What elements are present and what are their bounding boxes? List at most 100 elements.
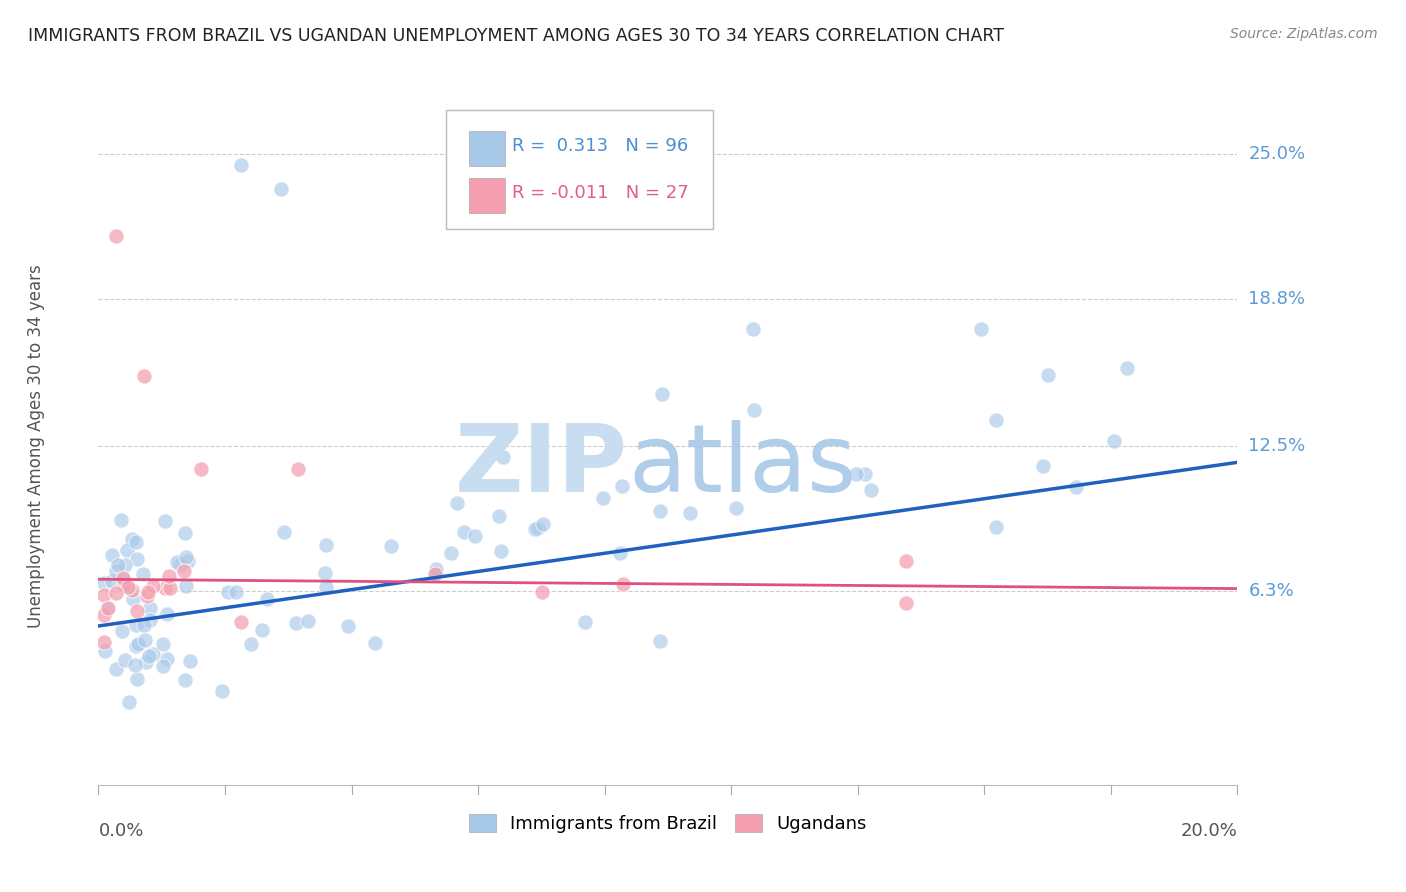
Point	[742, 402, 765, 417]
Point	[176, 579, 198, 593]
Point	[125, 618, 148, 632]
Point	[612, 577, 634, 591]
Text: ZIP: ZIP	[456, 420, 628, 512]
Point	[287, 462, 309, 476]
Point	[176, 554, 198, 568]
Point	[853, 467, 876, 481]
Text: 0.0%: 0.0%	[98, 822, 143, 840]
Point	[724, 501, 747, 516]
Text: Source: ZipAtlas.com: Source: ZipAtlas.com	[1230, 27, 1378, 41]
Point	[1038, 368, 1060, 382]
Point	[122, 592, 145, 607]
Point	[250, 624, 273, 638]
Point	[114, 652, 136, 666]
Point	[152, 659, 174, 673]
Point	[105, 586, 128, 600]
Point	[173, 564, 195, 578]
Point	[125, 639, 148, 653]
Point	[1102, 434, 1125, 448]
Point	[315, 538, 337, 552]
Point	[284, 616, 307, 631]
Point	[526, 521, 548, 535]
Point	[270, 182, 292, 196]
Legend: Immigrants from Brazil, Ugandans: Immigrants from Brazil, Ugandans	[461, 807, 875, 840]
Text: IMMIGRANTS FROM BRAZIL VS UGANDAN UNEMPLOYMENT AMONG AGES 30 TO 34 YEARS CORRELA: IMMIGRANTS FROM BRAZIL VS UGANDAN UNEMPL…	[28, 27, 1004, 45]
Point	[970, 322, 993, 336]
Point	[118, 695, 141, 709]
Point	[169, 558, 191, 573]
Point	[564, 472, 586, 486]
Point	[314, 566, 336, 581]
Point	[425, 567, 447, 582]
Text: 12.5%: 12.5%	[1249, 437, 1306, 455]
Point	[860, 483, 883, 497]
Point	[100, 574, 122, 588]
FancyBboxPatch shape	[468, 130, 505, 166]
Point	[136, 585, 159, 599]
Point	[336, 618, 359, 632]
Point	[112, 578, 135, 592]
Point	[229, 159, 252, 173]
Point	[273, 525, 295, 540]
Point	[651, 387, 673, 401]
Point	[1064, 480, 1087, 494]
Point	[446, 496, 468, 510]
Point	[174, 549, 197, 564]
Point	[121, 532, 143, 546]
Point	[489, 544, 512, 558]
Point	[492, 450, 515, 465]
Point	[986, 520, 1008, 534]
Point	[110, 513, 132, 527]
Text: R =  0.313   N = 96: R = 0.313 N = 96	[512, 136, 688, 154]
Point	[256, 592, 278, 607]
Point	[157, 568, 180, 582]
Point	[132, 566, 155, 581]
Point	[229, 615, 252, 629]
Point	[117, 580, 139, 594]
Text: 25.0%: 25.0%	[1249, 145, 1306, 163]
Point	[364, 636, 387, 650]
Point	[297, 614, 319, 628]
Point	[425, 562, 447, 576]
Point	[105, 564, 128, 578]
Point	[142, 578, 165, 592]
FancyBboxPatch shape	[468, 178, 505, 213]
Point	[127, 604, 149, 618]
Text: 6.3%: 6.3%	[1249, 582, 1294, 600]
Point	[111, 624, 134, 638]
Point	[174, 525, 197, 540]
Point	[894, 597, 917, 611]
Point	[142, 647, 165, 661]
Text: 18.8%: 18.8%	[1249, 290, 1305, 308]
Point	[425, 566, 447, 580]
Point	[524, 522, 547, 536]
Point	[125, 535, 148, 549]
Point	[104, 228, 127, 243]
Point	[124, 658, 146, 673]
Point	[315, 580, 337, 594]
Point	[105, 662, 128, 676]
Point	[114, 558, 136, 572]
Point	[134, 632, 156, 647]
Text: R = -0.011   N = 27: R = -0.011 N = 27	[512, 184, 689, 202]
Point	[135, 589, 157, 603]
Point	[592, 491, 614, 505]
Point	[127, 637, 149, 651]
Point	[174, 673, 197, 687]
Point	[156, 651, 179, 665]
Point	[1032, 459, 1054, 474]
Point	[132, 368, 155, 383]
Point	[96, 601, 118, 615]
Point	[155, 514, 177, 528]
Point	[111, 571, 134, 585]
Point	[530, 584, 553, 599]
Point	[894, 554, 917, 568]
Point	[101, 549, 124, 563]
Point	[240, 636, 263, 650]
Point	[742, 322, 765, 336]
Point	[152, 637, 174, 651]
Point	[380, 539, 402, 553]
Point	[107, 558, 129, 572]
Point	[166, 555, 188, 569]
Point	[127, 673, 149, 687]
